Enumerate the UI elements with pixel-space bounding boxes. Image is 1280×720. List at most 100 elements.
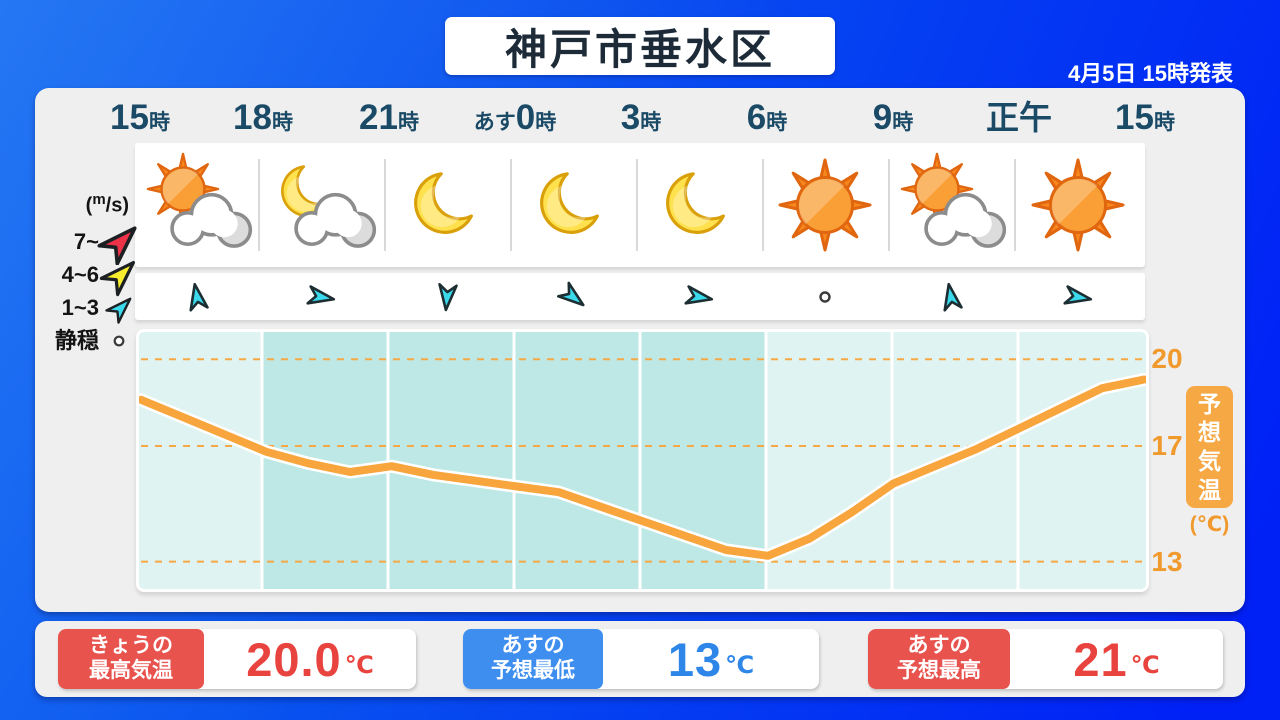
- moon-shape: [540, 172, 599, 234]
- wind-period-cell: [417, 274, 477, 319]
- summary-value-number: 20.0: [246, 632, 342, 686]
- legend-arrow-holder: [97, 285, 145, 336]
- summary-value-unit: ℃: [344, 651, 374, 679]
- summary-value-unit: ℃: [725, 651, 755, 679]
- summary-box-value: 20.0 ℃: [204, 629, 416, 689]
- legend-calm-icon: [113, 335, 125, 347]
- weather-icon-row: [135, 143, 1145, 267]
- legend-arrow-holder: [97, 219, 145, 270]
- wind-period-cell: [291, 274, 351, 319]
- sun-shape: [1031, 158, 1125, 252]
- sun-cloud-icon: [900, 152, 1007, 248]
- temperature-chart: [136, 329, 1149, 592]
- cloud-shape: [169, 192, 252, 248]
- weather-period-cell: [134, 145, 260, 265]
- weather-period-cell: [384, 145, 510, 265]
- calm-icon: [819, 290, 831, 303]
- cloud-shape: [294, 192, 377, 248]
- summary-title-line: 予想最高: [897, 659, 981, 682]
- legend-wind-arrow-icon: [105, 297, 132, 324]
- wind-unit-label: (m/s): [85, 191, 129, 217]
- forecast-temp-label-char: 想: [1198, 419, 1221, 446]
- summary-title-line: 予想最低: [491, 659, 575, 682]
- summary-title-line: あすの: [907, 634, 971, 658]
- forecast-panel: 15時 18時 21時 あす0時 3時 6時 9時 正午 15時 (m/s) 7~ 4~6 1~3 静穏…: [35, 88, 1245, 612]
- wind-period-cell: [543, 274, 603, 319]
- summary-value-number: 13: [667, 632, 723, 686]
- weather-period-cell: [636, 145, 762, 265]
- time-tick-label: 21時: [359, 98, 419, 137]
- time-tick-label: あす0時: [473, 98, 557, 137]
- legend-arrow-holder: [97, 252, 145, 303]
- time-tick-label: 15時: [1115, 98, 1175, 137]
- weather-period-cell: [762, 145, 888, 265]
- weather-period-cell: [510, 145, 636, 265]
- legend-label: 1~3: [61, 295, 99, 320]
- summary-title-line: 最高気温: [89, 659, 173, 682]
- forecast-temp-label-char: 予: [1198, 390, 1221, 417]
- wind-arrow-icon: [943, 282, 963, 312]
- moon-icon: [540, 172, 599, 234]
- moon-shape: [666, 172, 725, 234]
- forecast-temp-label: 予想気温: [1186, 386, 1233, 508]
- summary-box-title: きょうの 最高気温: [58, 629, 204, 689]
- legend-row-7~: 7~: [35, 225, 137, 266]
- legend-row-calm: 静穏: [35, 324, 135, 358]
- wind-arrow-icon: [684, 284, 714, 305]
- wind-period-cell: [167, 274, 227, 319]
- sun-icon: [778, 158, 872, 252]
- summary-box-value: 13 ℃: [603, 629, 819, 689]
- wind-speed-legend: (m/s) 7~ 4~6 1~3 静穏: [35, 143, 137, 403]
- time-tick-label: 6時: [746, 98, 788, 137]
- legend-row-1~3: 1~3: [35, 291, 135, 325]
- time-tick-label: 3時: [620, 98, 662, 137]
- time-tick-label: 9時: [872, 98, 914, 137]
- icon-separator: [888, 159, 890, 251]
- wind-arrow-icon: [188, 282, 209, 312]
- summary-strip: きょうの 最高気温 20.0 ℃ あすの 予想最低 13 ℃ あすの 予想最高 21 ℃: [35, 621, 1245, 697]
- icon-separator: [636, 159, 638, 251]
- legend-label: 7~: [73, 229, 99, 254]
- weather-period-cell: [258, 145, 384, 265]
- moon-shape: [414, 172, 473, 234]
- cloud-shape: [924, 192, 1007, 248]
- summary-title-line: あすの: [501, 634, 565, 658]
- icon-separator: [510, 159, 512, 251]
- icon-separator: [258, 159, 260, 251]
- wind-arrow-icon: [1063, 284, 1093, 305]
- sun-shape: [778, 158, 872, 252]
- sun-cloud-icon: [146, 152, 252, 248]
- moon-icon: [666, 172, 725, 234]
- summary-box-1: あすの 予想最低 13 ℃: [463, 629, 819, 689]
- announcement-time: 4月5日 15時発表: [1067, 61, 1233, 86]
- location-title-box: 神戸市垂水区: [445, 17, 835, 75]
- wind-arrow-icon: [438, 282, 458, 311]
- y-tick-20: 20: [1151, 343, 1183, 374]
- icon-separator: [1014, 159, 1016, 251]
- summary-box-value: 21 ℃: [1010, 629, 1223, 689]
- time-axis: 15時 18時 21時 あす0時 3時 6時 9時 正午 15時: [35, 96, 1245, 140]
- summary-box-0: きょうの 最高気温 20.0 ℃: [58, 629, 416, 689]
- summary-box-2: あすの 予想最高 21 ℃: [868, 629, 1223, 689]
- summary-title-line: きょうの: [89, 634, 173, 658]
- wind-period-cell: [669, 274, 729, 319]
- temp-unit-label: (℃): [1189, 513, 1230, 536]
- forecast-temp-label-char: 温: [1198, 476, 1221, 503]
- summary-box-title: あすの 予想最高: [868, 629, 1010, 689]
- page-title: 神戸市垂水区: [504, 25, 775, 73]
- wind-period-cell: [1048, 274, 1108, 319]
- icon-separator: [384, 159, 386, 251]
- sun-icon: [1031, 158, 1125, 252]
- moon-icon: [414, 172, 473, 234]
- wind-arrow-icon: [557, 281, 585, 306]
- legend-label: 4~6: [61, 262, 99, 287]
- summary-value-unit: ℃: [1130, 651, 1160, 679]
- time-tick-label: 15時: [110, 98, 170, 137]
- legend-wind-arrow-icon: [99, 260, 136, 297]
- forecast-temp-label-char: 気: [1198, 448, 1221, 474]
- legend-wind-arrow-icon: [97, 226, 137, 266]
- summary-value-number: 21: [1073, 632, 1128, 686]
- temperature-line: [139, 375, 1146, 560]
- wind-arrow-icon: [306, 284, 336, 305]
- y-tick-17: 17: [1151, 430, 1183, 461]
